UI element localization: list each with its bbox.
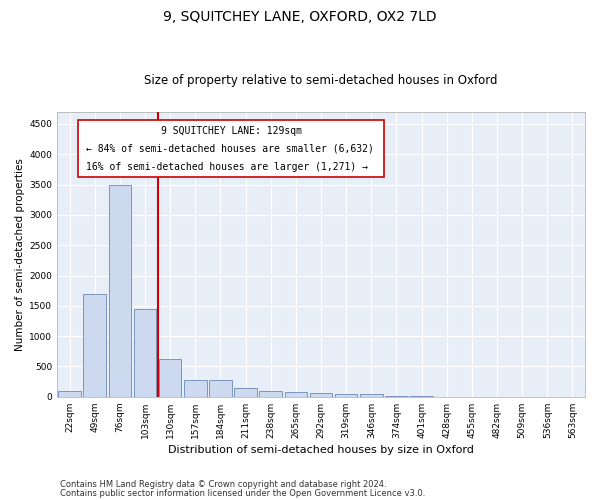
Bar [234,388,257,397]
Bar [310,392,332,397]
Bar [109,184,131,397]
FancyBboxPatch shape [78,120,385,178]
Bar [410,396,433,397]
Bar [184,380,206,397]
Bar [58,391,81,397]
Text: ← 84% of semi-detached houses are smaller (6,632): ← 84% of semi-detached houses are smalle… [86,144,374,154]
Bar [360,394,383,397]
Bar [134,309,157,397]
Text: Contains public sector information licensed under the Open Government Licence v3: Contains public sector information licen… [60,488,425,498]
X-axis label: Distribution of semi-detached houses by size in Oxford: Distribution of semi-detached houses by … [168,445,474,455]
Text: 16% of semi-detached houses are larger (1,271) →: 16% of semi-detached houses are larger (… [86,162,368,172]
Bar [284,392,307,397]
Text: Contains HM Land Registry data © Crown copyright and database right 2024.: Contains HM Land Registry data © Crown c… [60,480,386,489]
Bar [83,294,106,397]
Bar [335,394,358,397]
Title: Size of property relative to semi-detached houses in Oxford: Size of property relative to semi-detach… [144,74,498,87]
Bar [159,359,181,397]
Bar [209,380,232,397]
Y-axis label: Number of semi-detached properties: Number of semi-detached properties [15,158,25,350]
Text: 9 SQUITCHEY LANE: 129sqm: 9 SQUITCHEY LANE: 129sqm [161,126,302,136]
Text: 9, SQUITCHEY LANE, OXFORD, OX2 7LD: 9, SQUITCHEY LANE, OXFORD, OX2 7LD [163,10,437,24]
Bar [259,391,282,397]
Bar [385,396,408,397]
